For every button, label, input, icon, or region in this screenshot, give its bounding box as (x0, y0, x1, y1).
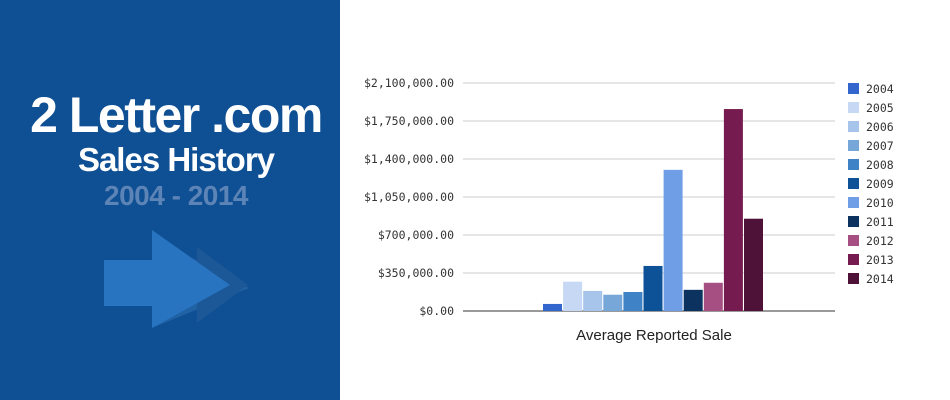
bar-2013 (723, 109, 743, 311)
y-tick-label: $1,750,000.00 (364, 114, 454, 128)
legend-label: 2012 (866, 233, 894, 248)
legend-swatch (848, 140, 859, 151)
banner-title: 2 Letter .com (30, 87, 323, 143)
legend-item-2010: 2010 (848, 193, 894, 212)
banner-panel: 2 Letter .com Sales History 2004 - 2014 (0, 0, 340, 400)
bar-2012 (703, 282, 723, 311)
double-arrow-right-icon (104, 230, 249, 328)
legend-label: 2004 (866, 81, 894, 96)
legend-item-2014: 2014 (848, 269, 894, 288)
legend-label: 2014 (866, 271, 894, 286)
bar-chart: $0.00 $350,000.00 $700,000.00 $1,050,000.00… (364, 76, 835, 344)
y-tick-label: $700,000.00 (378, 228, 454, 242)
legend-item-2011: 2011 (848, 212, 894, 231)
bar-2007 (603, 294, 623, 311)
bar-2006 (583, 290, 603, 311)
y-tick-label: $2,100,000.00 (364, 76, 454, 90)
legend-item-2012: 2012 (848, 231, 894, 250)
legend-label: 2007 (866, 138, 894, 153)
legend-item-2007: 2007 (848, 136, 894, 155)
x-axis-label: Average Reported Sale (576, 327, 732, 344)
y-tick-label: $350,000.00 (378, 266, 454, 280)
bar-2011 (683, 289, 703, 311)
banner-subtitle: Sales History (77, 141, 275, 178)
legend-swatch (848, 121, 859, 132)
legend-label: 2005 (866, 100, 894, 115)
legend-swatch (848, 159, 859, 170)
legend-swatch (848, 254, 859, 265)
legend-item-2005: 2005 (848, 98, 894, 117)
bar-2014 (744, 218, 763, 311)
legend-swatch (848, 216, 859, 227)
legend-swatch (848, 273, 859, 284)
legend-swatch (848, 197, 859, 208)
bar-2008 (623, 292, 643, 311)
legend-label: 2006 (866, 119, 894, 134)
y-tick-label: $0.00 (419, 304, 454, 318)
legend-swatch (848, 178, 859, 189)
chart-axis-labels: $0.00 $350,000.00 $700,000.00 $1,050,000.00… (364, 76, 732, 344)
y-tick-label: $1,400,000.00 (364, 152, 454, 166)
bar-2010 (663, 169, 683, 311)
banner-year-range: 2004 - 2014 (104, 180, 248, 211)
bar-2004 (543, 303, 562, 311)
legend-swatch (848, 235, 859, 246)
chart-area: $0.00 $350,000.00 $700,000.00 $1,050,000.00… (340, 0, 950, 400)
legend-label: 2008 (866, 157, 894, 172)
legend-label: 2011 (866, 214, 894, 229)
legend-item-2013: 2013 (848, 250, 894, 269)
legend-label: 2009 (866, 176, 894, 191)
chart-legend: 2004 2005 2006 2007 2008 2009 2010 2011 2012 2013… (848, 79, 894, 288)
y-tick-label: $1,050,000.00 (364, 190, 454, 204)
legend-item-2006: 2006 (848, 117, 894, 136)
legend-item-2004: 2004 (848, 79, 894, 98)
legend-item-2008: 2008 (848, 155, 894, 174)
bar-2005 (563, 281, 583, 311)
legend-swatch (848, 102, 859, 113)
legend-label: 2013 (866, 252, 894, 267)
legend-label: 2010 (866, 195, 894, 210)
chart-bars (543, 109, 763, 311)
legend-swatch (848, 83, 859, 94)
legend-item-2009: 2009 (848, 174, 894, 193)
bar-2009 (643, 265, 663, 311)
